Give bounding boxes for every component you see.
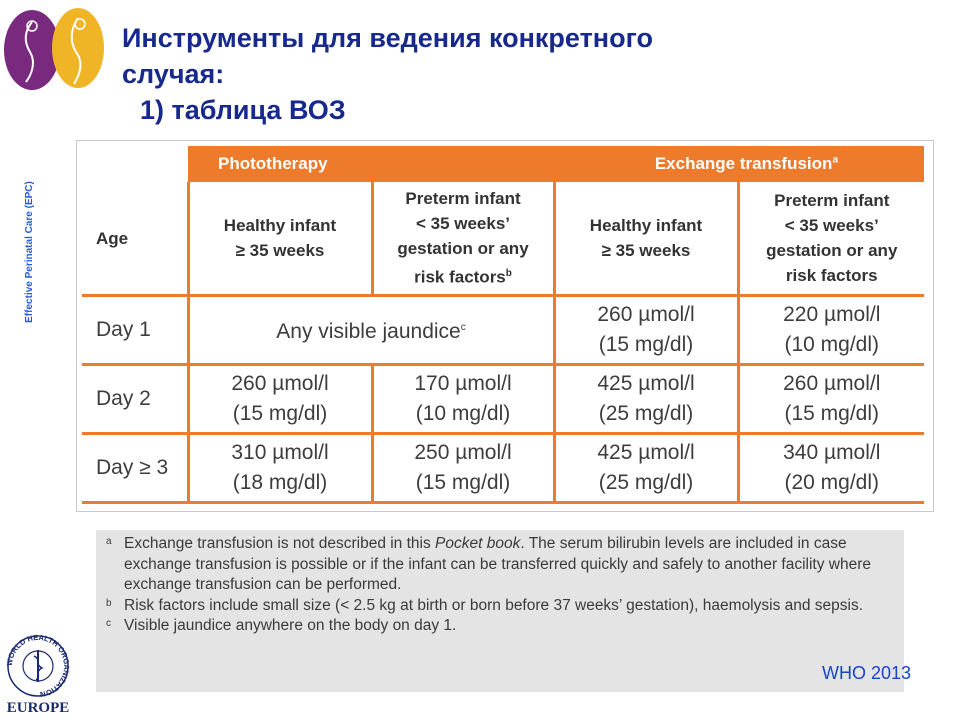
footnote-b-mark: b (106, 597, 112, 609)
cell-umol: 260 µmol/l (783, 372, 881, 395)
group-phototherapy: Phototherapy (188, 146, 554, 182)
group-exchange: Exchange transfusiona (554, 146, 924, 182)
footnote-b-text: Risk factors include small size (< 2.5 k… (124, 596, 864, 614)
cell: 340 µmol/l (20 mg/dl) (736, 433, 924, 504)
footnote-c: c Visible jaundice anywhere on the body o… (104, 616, 894, 637)
row-age: Day ≥ 3 (82, 433, 188, 504)
cell-mgdl: (20 mg/dl) (784, 471, 880, 494)
col4-line1: Preterm infant (774, 191, 890, 210)
cell: 425 µmol/l (25 mg/dl) (552, 364, 738, 435)
col-age: Age (82, 182, 188, 297)
merged-text: Any visible jaundice (276, 320, 461, 343)
cell: 260 µmol/l (15 mg/dl) (186, 364, 372, 435)
group-exchange-label: Exchange transfusion (654, 154, 833, 173)
title-line-1: Инструменты для ведения конкретного (122, 23, 653, 53)
col4-line3: gestation or any (766, 241, 898, 260)
cell-umol: 260 µmol/l (231, 372, 329, 395)
col-preterm-exchange: Preterm infant < 35 weeks’ gestation or … (736, 182, 924, 297)
cell-umol: 340 µmol/l (783, 441, 881, 464)
row-age: Day 1 (82, 295, 188, 366)
table-row: Day 1 Any visible jaundicec 260 µmol/l (1… (82, 295, 924, 366)
cell-mgdl: (25 mg/dl) (598, 402, 694, 425)
footnote-c-text: Visible jaundice anywhere on the body on… (124, 617, 457, 634)
cell-merged: Any visible jaundicec (186, 295, 554, 366)
cell: 310 µmol/l (18 mg/dl) (186, 433, 372, 504)
cell: 250 µmol/l (15 mg/dl) (370, 433, 554, 504)
footnote-b: b Risk factors include small size (< 2.5 … (104, 596, 894, 617)
cell-mgdl: (15 mg/dl) (232, 402, 328, 425)
col-healthy-photo: Healthy infant ≥ 35 weeks (186, 182, 372, 297)
cell: 170 µmol/l (10 mg/dl) (370, 364, 554, 435)
cell-mgdl: (15 mg/dl) (415, 471, 511, 494)
cell-mgdl: (25 mg/dl) (598, 471, 694, 494)
footnote-mark-a: a (832, 154, 838, 166)
col4-line2: < 35 weeks’ (784, 216, 879, 235)
col4-line4: risk factors (785, 266, 878, 285)
col-preterm-photo: Preterm infant < 35 weeks’ gestation or … (370, 182, 554, 297)
footnote-a-text-1: Exchange transfusion is not described in… (124, 535, 436, 552)
cell-mgdl: (15 mg/dl) (598, 333, 694, 356)
title-line-3: 1) таблица ВОЗ (140, 95, 346, 125)
footnote-a-italic: Pocket book (435, 535, 521, 552)
cell-umol: 310 µmol/l (231, 441, 329, 464)
source-label: WHO 2013 (822, 663, 912, 683)
footnote-a-mark: a (106, 536, 112, 547)
col2-line1: Preterm infant (405, 189, 521, 209)
cell-umol: 425 µmol/l (597, 441, 695, 464)
cell: 260 µmol/l (15 mg/dl) (552, 295, 738, 366)
cell-mgdl: (15 mg/dl) (784, 402, 880, 425)
side-label: Effective Perinatal Care (EPC) (24, 181, 35, 323)
row-age: Day 2 (82, 364, 188, 435)
cell-umol: 425 µmol/l (597, 372, 695, 395)
bilirubin-table: Phototherapy Exchange transfusiona Age H… (82, 146, 924, 504)
footnote-mark-b: b (505, 268, 512, 280)
cell: 220 µmol/l (10 mg/dl) (736, 295, 924, 366)
slide-title: Инструменты для ведения конкретного случ… (122, 20, 842, 128)
col2-line2: < 35 weeks’ (415, 214, 511, 234)
title-line-2: случая: (122, 59, 225, 89)
cell-mgdl: (10 mg/dl) (784, 333, 880, 356)
table-row: Day ≥ 3 310 µmol/l (18 mg/dl) 250 µmol/l (… (82, 433, 924, 504)
footnote-a-text-2: . The serum bilirubin levels are include… (124, 535, 871, 593)
cell-umol: 170 µmol/l (414, 372, 512, 395)
col2-line4: risk factors (414, 267, 506, 287)
who-europe-logo: WORLD HEALTH ORGANIZATION EUROPE (5, 633, 71, 716)
footnote-mark-c: c (460, 322, 466, 333)
footnote-a: a Exchange transfusion is not described i… (104, 534, 894, 596)
group-phototherapy-label: Phototherapy (218, 154, 328, 173)
col2-line3: gestation or any (397, 239, 529, 259)
pregnancy-logo (4, 8, 104, 90)
col-healthy-exchange: Healthy infant ≥ 35 weeks (552, 182, 738, 297)
cell-umol: 260 µmol/l (597, 303, 695, 326)
col1-line1: Healthy infant (223, 216, 337, 235)
col3-line2: ≥ 35 weeks (601, 241, 691, 260)
cell-umol: 220 µmol/l (783, 303, 881, 326)
table-row: Day 2 260 µmol/l (15 mg/dl) 170 µmol/l (10… (82, 364, 924, 435)
col1-line2: ≥ 35 weeks (235, 241, 325, 260)
who-europe-label: EUROPE (7, 700, 70, 716)
footnote-c-mark: c (106, 618, 111, 629)
col3-line1: Healthy infant (589, 216, 703, 235)
cell-mgdl: (10 mg/dl) (415, 402, 511, 425)
cell: 425 µmol/l (25 mg/dl) (552, 433, 738, 504)
footnotes-panel: a Exchange transfusion is not described i… (96, 530, 904, 692)
cell-umol: 250 µmol/l (414, 441, 512, 464)
age-header-spacer (82, 146, 188, 182)
cell: 260 µmol/l (15 mg/dl) (736, 364, 924, 435)
cell-mgdl: (18 mg/dl) (232, 471, 328, 494)
